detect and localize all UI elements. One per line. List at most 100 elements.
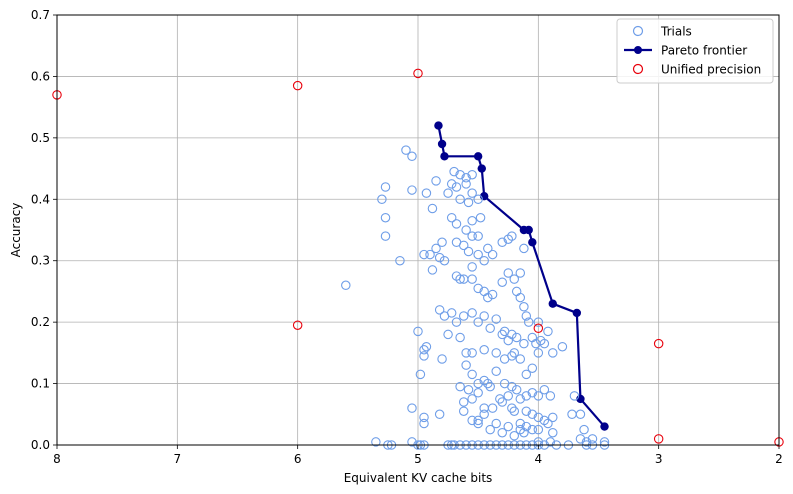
- trial-point: [377, 194, 387, 205]
- trial-point: [507, 403, 517, 413]
- trial-point: [487, 249, 498, 260]
- trial-point: [543, 326, 553, 337]
- trial-point: [497, 329, 507, 340]
- trial-point: [533, 391, 544, 401]
- trial-point: [467, 231, 477, 241]
- trial-point: [515, 292, 526, 303]
- y-tick-label: 0.7: [31, 8, 50, 22]
- trial-point: [485, 424, 495, 435]
- trial-point: [509, 406, 520, 416]
- trial-point: [415, 369, 426, 380]
- trial-point: [515, 394, 526, 404]
- trial-point: [446, 179, 457, 189]
- trial-point: [539, 384, 550, 395]
- trial-point: [483, 378, 493, 389]
- trial-point: [475, 212, 486, 223]
- trial-point: [434, 409, 445, 420]
- trial-point: [545, 391, 556, 401]
- pareto-point: [434, 121, 443, 130]
- x-tick-label: 4: [535, 452, 543, 466]
- trial-point: [421, 341, 432, 352]
- trial-point: [446, 308, 457, 318]
- trial-point: [443, 329, 453, 340]
- trial-point: [485, 381, 495, 392]
- trial-point: [587, 434, 598, 444]
- trial-point: [341, 280, 351, 291]
- trial-point: [467, 216, 477, 226]
- trial-point: [425, 249, 435, 260]
- trial-point: [473, 194, 483, 205]
- trial-point: [575, 409, 586, 420]
- trial-point: [531, 338, 541, 349]
- trial-point: [455, 381, 465, 392]
- trial-point: [483, 243, 493, 254]
- y-tick-label: 0.2: [31, 315, 50, 329]
- trial-point: [515, 418, 526, 429]
- trial-point: [487, 289, 498, 300]
- trial-point: [533, 412, 544, 423]
- trial-point: [491, 418, 501, 429]
- unified-precision-point: [292, 320, 303, 330]
- trial-point: [395, 255, 405, 266]
- trial-point: [491, 314, 501, 324]
- legend: Trials Pareto frontier Unified precision: [616, 18, 774, 84]
- trial-point: [503, 421, 513, 432]
- trial-point: [519, 302, 529, 312]
- trial-point: [479, 311, 489, 321]
- y-tick-label: 0.4: [31, 192, 50, 206]
- trial-point: [455, 274, 465, 284]
- pareto-point: [548, 299, 557, 308]
- trial-point: [431, 176, 441, 186]
- trial-point: [479, 255, 489, 266]
- trial-point: [467, 274, 477, 284]
- trial-point: [483, 292, 493, 303]
- trial-point: [467, 394, 477, 404]
- trial-point: [521, 406, 532, 416]
- trial-point: [543, 418, 553, 429]
- pareto-point: [440, 152, 449, 161]
- pareto-point: [600, 422, 609, 431]
- unified-precision-point: [653, 338, 664, 349]
- legend-marker-unified: [632, 63, 644, 75]
- unified-precision-point: [533, 323, 544, 334]
- trial-point: [467, 188, 477, 198]
- legend-label-pareto: Pareto frontier: [661, 44, 747, 58]
- trial-point: [527, 332, 538, 343]
- trial-point: [431, 243, 441, 254]
- x-tick-label: 7: [174, 452, 182, 466]
- trial-point: [473, 415, 483, 426]
- trial-point: [458, 311, 469, 321]
- x-tick-label: 2: [775, 452, 783, 466]
- trial-point: [380, 182, 391, 192]
- trial-point: [497, 397, 507, 407]
- trial-point: [449, 166, 459, 177]
- trial-point: [579, 424, 589, 435]
- trial-point: [491, 348, 501, 358]
- trial-point: [515, 424, 526, 435]
- legend-label-trials: Trials: [660, 25, 692, 39]
- trial-point: [467, 262, 477, 272]
- pareto-point: [528, 238, 537, 247]
- trial-point: [527, 388, 538, 398]
- trial-point: [485, 323, 495, 334]
- trial-point: [521, 311, 532, 321]
- trial-point: [503, 268, 513, 278]
- trial-point: [427, 203, 438, 214]
- y-tick-label: 0.5: [31, 131, 50, 145]
- trial-point: [451, 317, 462, 327]
- trial-point: [581, 437, 592, 447]
- trial-point: [575, 434, 586, 444]
- trial-point: [427, 265, 438, 275]
- trial-point: [497, 427, 507, 438]
- y-tick-label: 0.6: [31, 69, 50, 83]
- trial-point: [467, 308, 477, 318]
- unified-precision-point: [292, 80, 303, 91]
- trial-point: [507, 231, 517, 241]
- legend-marker-pareto-dot: [634, 46, 642, 54]
- trial-point: [419, 418, 429, 429]
- y-axis-label: Accuracy: [9, 203, 23, 258]
- trial-point: [473, 283, 483, 294]
- x-tick-label: 6: [294, 452, 302, 466]
- trial-point: [458, 406, 469, 416]
- trial-point: [461, 348, 471, 358]
